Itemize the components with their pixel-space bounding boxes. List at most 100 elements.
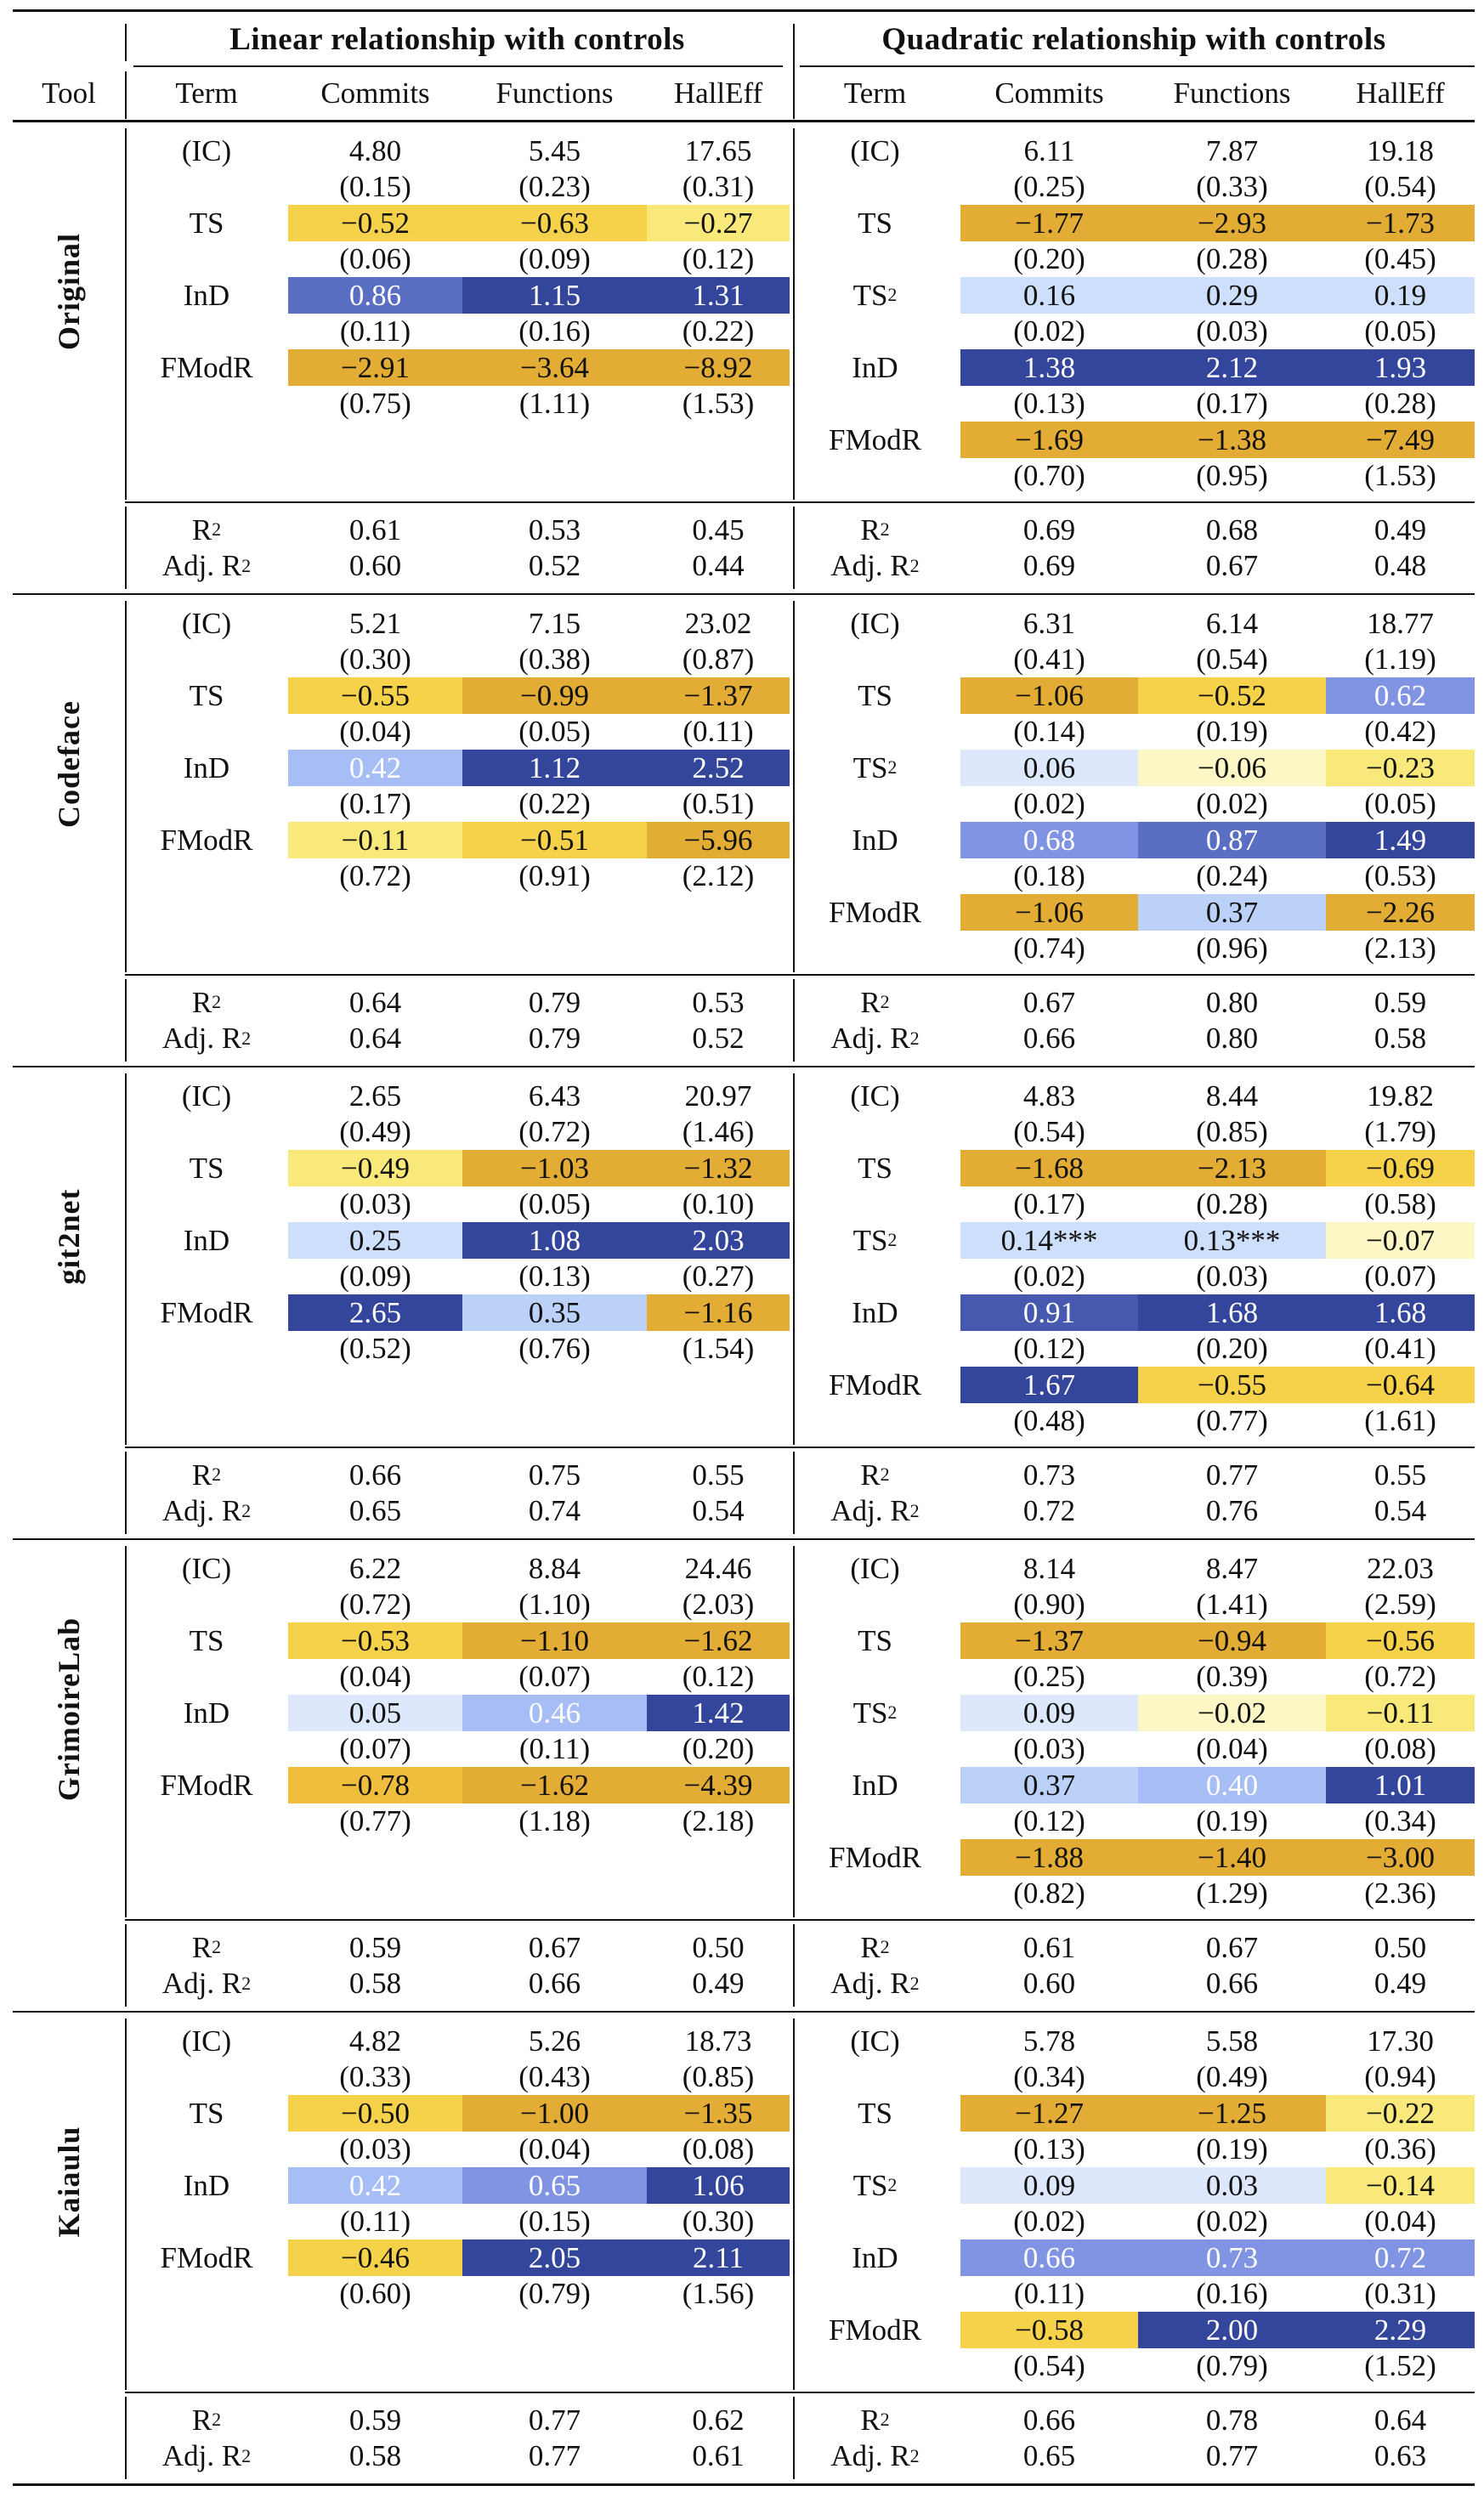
standard-error-cell: (0.41) xyxy=(1013,643,1085,677)
coefficient-cell: −0.23 xyxy=(1326,750,1475,786)
standard-error-cell: (0.05) xyxy=(518,715,591,749)
adj-r2-value: 0.72 xyxy=(1022,1494,1076,1528)
standard-error-cell: (0.90) xyxy=(1013,1588,1085,1622)
adj-r2-value: 0.63 xyxy=(1374,2439,1427,2473)
coefficient-cell: −0.53 xyxy=(288,1622,462,1659)
standard-error-cell: (0.31) xyxy=(1364,2277,1436,2311)
coefficient-cell: 1.08 xyxy=(462,1222,647,1259)
standard-error-cell: (0.54) xyxy=(1196,643,1268,677)
coefficient-cell: 8.44 xyxy=(1205,1079,1259,1113)
standard-error-cell: (0.79) xyxy=(518,2277,591,2311)
coefficient-cell: 17.30 xyxy=(1367,2024,1434,2058)
coefficient-cell: −0.52 xyxy=(1138,677,1326,714)
coefficient-cell: −1.03 xyxy=(462,1150,647,1186)
vertical-rule xyxy=(125,979,127,1062)
coefficient-cell: 7.15 xyxy=(528,607,581,640)
term-cell: TS xyxy=(858,2096,892,2130)
standard-error-cell: (0.91) xyxy=(518,859,591,893)
vertical-rule xyxy=(793,1546,795,1917)
term-cell: (IC) xyxy=(181,606,232,640)
coefficient-cell: −1.06 xyxy=(960,677,1138,714)
term-cell: InD xyxy=(852,823,898,857)
adj-r2-value: 0.64 xyxy=(348,1022,402,1056)
coefficient-cell: 4.80 xyxy=(348,134,402,167)
term-cell: FModR xyxy=(829,1840,921,1874)
coefficient-cell: −1.37 xyxy=(960,1622,1138,1659)
standard-error-cell: (0.31) xyxy=(682,170,755,204)
top-rule xyxy=(13,9,1475,12)
term-label: TS xyxy=(852,2168,888,2202)
r2-value: 0.66 xyxy=(1022,2403,1076,2437)
term-cell: TS xyxy=(189,2096,224,2130)
standard-error-cell: (0.76) xyxy=(518,1332,591,1366)
coefficient-cell: −0.02 xyxy=(1138,1695,1326,1731)
adj-r2-value: 0.54 xyxy=(692,1494,745,1528)
r2-value: 0.67 xyxy=(1022,985,1076,1019)
adj-r2-value: 0.77 xyxy=(528,2439,581,2473)
standard-error-cell: (0.39) xyxy=(1196,1660,1268,1694)
coefficient-cell: −0.64 xyxy=(1326,1367,1475,1403)
coefficient-cell: −0.56 xyxy=(1326,1622,1475,1659)
coefficient-cell: 2.05 xyxy=(462,2239,647,2276)
coefficient-cell: −0.11 xyxy=(1326,1695,1475,1731)
term-cell: FModR xyxy=(160,1768,253,1802)
vertical-rule xyxy=(125,2019,127,2390)
vertical-rule xyxy=(793,2397,795,2479)
coefficient-cell: 1.93 xyxy=(1326,349,1475,386)
term-cell: FModR xyxy=(160,350,253,384)
standard-error-cell: (0.54) xyxy=(1013,1115,1085,1149)
term-label: Adj. R xyxy=(830,2439,910,2473)
standard-error-cell: (0.12) xyxy=(682,1660,755,1694)
standard-error-cell: (0.07) xyxy=(518,1660,591,1694)
r2-value: 0.67 xyxy=(528,1930,581,1964)
standard-error-cell: (0.49) xyxy=(1196,2060,1268,2094)
standard-error-cell: (0.96) xyxy=(1196,931,1268,965)
standard-error-cell: (0.28) xyxy=(1196,242,1268,276)
term-cell: TS xyxy=(189,1151,224,1185)
standard-error-cell: (0.74) xyxy=(1013,931,1085,965)
coefficient-cell: −0.94 xyxy=(1138,1622,1326,1659)
coefficient-cell: 8.47 xyxy=(1205,1552,1259,1585)
coefficient-cell: −0.63 xyxy=(462,205,647,241)
standard-error-cell: (0.20) xyxy=(1013,242,1085,276)
standard-error-cell: (0.54) xyxy=(1364,170,1436,204)
standard-error-cell: (0.41) xyxy=(1364,1332,1436,1366)
coefficient-cell: −0.11 xyxy=(288,822,462,858)
standard-error-cell: (0.15) xyxy=(339,170,411,204)
coefficient-cell: 2.65 xyxy=(348,1079,402,1113)
standard-error-cell: (0.05) xyxy=(1364,314,1436,348)
coefficient-cell: −7.49 xyxy=(1326,422,1475,458)
standard-error-cell: (0.22) xyxy=(518,787,591,821)
standard-error-cell: (0.94) xyxy=(1364,2060,1436,2094)
standard-error-cell: (0.77) xyxy=(339,1804,411,1838)
coefficient-cell: 0.14*** xyxy=(960,1222,1138,1259)
term-cell: InD xyxy=(183,278,230,312)
tool-name: git2net xyxy=(52,1188,86,1285)
coefficient-cell: −1.68 xyxy=(960,1150,1138,1186)
term-cell: InD xyxy=(852,350,898,384)
coefficient-cell: 18.77 xyxy=(1367,607,1434,640)
coefficient-cell: 1.01 xyxy=(1326,1767,1475,1803)
r2-value: 0.69 xyxy=(1022,512,1076,546)
coefficient-cell: −1.62 xyxy=(647,1622,790,1659)
r2-value: 0.53 xyxy=(692,985,745,1019)
coefficient-cell: −0.50 xyxy=(288,2095,462,2132)
standard-error-cell: (0.58) xyxy=(1364,1187,1436,1221)
r2-value: 0.67 xyxy=(1205,1930,1259,1964)
r2-value: 0.53 xyxy=(528,512,581,546)
coefficient-cell: 0.37 xyxy=(960,1767,1138,1803)
tool-name: GrimoireLab xyxy=(52,1617,86,1802)
term-cell: (IC) xyxy=(181,2024,232,2058)
standard-error-cell: (0.04) xyxy=(1364,2205,1436,2239)
r2-value: 0.61 xyxy=(348,512,402,546)
vertical-rule xyxy=(125,1546,127,1917)
header-functions: Functions xyxy=(496,76,614,110)
standard-error-cell: (1.53) xyxy=(682,387,755,421)
standard-error-cell: (2.18) xyxy=(682,1804,755,1838)
coefficient-cell: −1.40 xyxy=(1138,1839,1326,1876)
